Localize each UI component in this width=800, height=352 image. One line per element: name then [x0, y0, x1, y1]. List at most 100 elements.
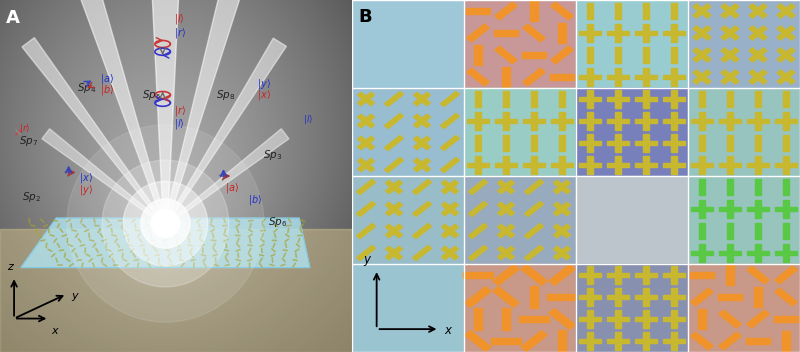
Polygon shape	[164, 0, 241, 226]
Bar	[531, 156, 537, 174]
Bar	[498, 246, 514, 260]
Bar	[607, 97, 629, 101]
Text: z: z	[7, 262, 13, 272]
Bar	[691, 207, 713, 211]
Bar	[749, 26, 767, 40]
Bar	[663, 317, 685, 321]
Bar	[663, 31, 685, 35]
Bar	[643, 156, 649, 174]
Bar	[783, 91, 789, 107]
Bar	[671, 3, 677, 19]
Bar	[358, 158, 374, 172]
Bar	[783, 112, 789, 130]
Bar	[719, 251, 741, 255]
Bar	[357, 224, 375, 238]
Bar	[777, 48, 795, 62]
Bar	[635, 97, 657, 101]
Bar	[522, 24, 546, 42]
Bar	[587, 90, 593, 108]
Bar	[615, 134, 621, 152]
Bar	[721, 4, 739, 18]
Bar	[358, 114, 374, 128]
Text: $|y\rangle$: $|y\rangle$	[79, 183, 93, 197]
Bar	[698, 309, 706, 329]
Bar	[352, 264, 464, 352]
Bar	[615, 266, 621, 284]
Bar	[663, 339, 685, 343]
Bar	[691, 163, 713, 167]
Bar	[699, 91, 705, 107]
Bar	[643, 68, 649, 86]
Bar	[693, 4, 711, 18]
Bar	[579, 163, 601, 167]
Text: $Sp_7$: $Sp_7$	[18, 134, 38, 148]
Bar	[721, 48, 739, 62]
Bar	[442, 202, 458, 216]
Bar	[385, 158, 403, 172]
Bar	[671, 134, 677, 152]
Bar	[494, 46, 518, 64]
Bar	[693, 70, 711, 84]
Bar	[755, 223, 761, 239]
Text: $|a\rangle$: $|a\rangle$	[226, 181, 239, 195]
Bar	[747, 163, 769, 167]
Circle shape	[141, 199, 190, 248]
Text: $|x\rangle$: $|x\rangle$	[79, 171, 93, 185]
Bar	[777, 48, 795, 62]
Polygon shape	[42, 129, 166, 226]
Bar	[554, 180, 570, 194]
Text: $|r\rangle$: $|r\rangle$	[174, 104, 186, 118]
Bar	[502, 67, 510, 87]
Text: $Sp_4$: $Sp_4$	[77, 81, 96, 95]
Bar	[549, 265, 575, 285]
Bar	[747, 207, 769, 211]
Bar	[525, 224, 543, 238]
Polygon shape	[165, 129, 289, 226]
Polygon shape	[22, 38, 166, 226]
Bar	[587, 134, 593, 152]
Bar	[607, 75, 629, 79]
Bar	[358, 92, 374, 106]
Bar	[352, 0, 464, 88]
Text: $|l\rangle$: $|l\rangle$	[174, 12, 185, 26]
Polygon shape	[152, 0, 179, 225]
Bar	[671, 47, 677, 63]
Bar	[358, 136, 374, 150]
Bar	[643, 266, 649, 284]
Bar	[643, 288, 649, 306]
Bar	[671, 332, 677, 350]
Bar	[414, 114, 430, 128]
Bar	[498, 180, 514, 194]
Bar	[475, 156, 481, 174]
Bar	[554, 224, 570, 238]
Bar	[635, 31, 657, 35]
Bar	[643, 332, 649, 350]
Bar	[607, 339, 629, 343]
Bar	[721, 26, 739, 40]
Bar	[385, 114, 403, 128]
Bar	[386, 246, 402, 260]
Bar	[615, 288, 621, 306]
Bar	[691, 119, 713, 123]
Bar	[386, 202, 402, 216]
Text: x: x	[51, 326, 58, 335]
Bar	[718, 332, 742, 350]
Bar	[467, 163, 489, 167]
Bar	[721, 48, 739, 62]
Bar	[727, 112, 733, 130]
Bar	[464, 176, 576, 264]
Bar	[587, 288, 593, 306]
Bar	[413, 180, 431, 194]
Bar	[522, 52, 546, 58]
Bar	[671, 310, 677, 328]
Bar	[615, 156, 621, 174]
Bar	[783, 244, 789, 262]
Bar	[466, 8, 490, 14]
Bar	[579, 141, 601, 145]
Bar	[587, 156, 593, 174]
Bar	[523, 119, 545, 123]
Bar	[690, 288, 714, 306]
Bar	[357, 246, 375, 260]
Bar	[413, 224, 431, 238]
Bar	[495, 163, 517, 167]
